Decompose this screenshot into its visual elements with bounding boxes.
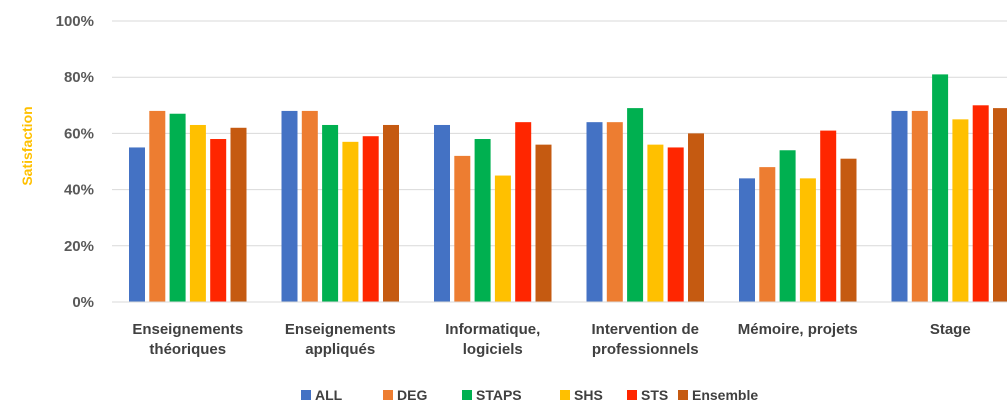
- bar-ensemble-2: [535, 144, 552, 302]
- bar-staps-4: [779, 150, 796, 302]
- bar-sts-3: [667, 147, 684, 302]
- bar-shs-2: [494, 175, 511, 302]
- y-tick-label: 40%: [64, 182, 94, 199]
- bar-deg-4: [759, 167, 776, 302]
- legend-swatch: [678, 390, 688, 400]
- legend-item-deg: DEG: [383, 387, 427, 403]
- bar-sts-5: [972, 105, 989, 302]
- category-label: Mémoire, projets: [738, 321, 858, 338]
- y-tick-label: 80%: [64, 69, 94, 86]
- bar-shs-4: [799, 178, 816, 302]
- bar-shs-3: [647, 144, 664, 302]
- y-tick-label: 60%: [64, 125, 94, 142]
- legend-item-sts: STS: [627, 387, 668, 403]
- bar-shs-5: [952, 119, 969, 302]
- bar-shs-0: [189, 124, 206, 302]
- gridlines: [112, 20, 1007, 247]
- bar-all-4: [739, 178, 755, 302]
- category-label: Enseignements appliqués: [285, 321, 396, 358]
- bar-sts-1: [362, 136, 379, 302]
- bar-all-5: [891, 110, 908, 302]
- legend-item-all: ALL: [301, 387, 343, 403]
- bar-staps-3: [627, 108, 644, 302]
- legend-swatch: [301, 390, 311, 400]
- bar-deg-3: [606, 122, 623, 302]
- bar-staps-1: [322, 124, 339, 302]
- bar-all-1: [281, 110, 298, 302]
- bar-sts-2: [515, 122, 532, 302]
- x-axis-categories: Enseignements théoriques Enseignements appl…: [132, 321, 970, 358]
- bar-deg-1: [301, 110, 318, 302]
- y-tick-label: 20%: [64, 238, 94, 255]
- bar-staps-5: [932, 74, 949, 302]
- legend-label: ALL: [315, 387, 343, 403]
- y-axis-label: Satisfaction: [19, 106, 35, 185]
- legend-swatch: [560, 390, 570, 400]
- legend-label: Ensemble: [692, 387, 758, 403]
- bar-ensemble-0: [230, 127, 247, 302]
- bar-ensemble-1: [383, 124, 399, 302]
- legend-swatch: [383, 390, 393, 400]
- bar-ensemble-3: [688, 133, 704, 302]
- bar-deg-0: [149, 110, 166, 302]
- bar-shs-1: [342, 141, 359, 302]
- legend-label: STAPS: [476, 387, 522, 403]
- bar-ensemble-5: [993, 108, 1007, 302]
- bar-deg-2: [454, 155, 471, 302]
- y-tick-label: 0%: [72, 294, 94, 311]
- legend-label: DEG: [397, 387, 427, 403]
- category-label: Stage: [930, 321, 971, 338]
- bar-deg-5: [911, 110, 928, 302]
- bar-sts-4: [820, 130, 837, 302]
- y-tick-label: 100%: [56, 13, 94, 30]
- category-label: Enseignements théoriques: [132, 321, 243, 358]
- legend-swatch: [462, 390, 472, 400]
- category-label: Informatique, logiciels: [445, 321, 540, 358]
- bar-staps-2: [474, 139, 491, 302]
- bars: [129, 74, 1007, 302]
- bar-all-2: [434, 124, 450, 302]
- legend-label: SHS: [574, 387, 603, 403]
- bar-staps-0: [169, 113, 186, 302]
- legend-item-shs: SHS: [560, 387, 603, 403]
- bar-all-3: [586, 122, 603, 302]
- bar-sts-0: [210, 139, 227, 302]
- legend-item-ensemble: Ensemble: [678, 387, 758, 403]
- bar-ensemble-4: [840, 158, 857, 302]
- legend-item-staps: STAPS: [462, 387, 522, 403]
- legend: ALL DEG STAPS SHS STS Ensemble: [301, 387, 758, 403]
- legend-swatch: [627, 390, 637, 400]
- legend-label: STS: [641, 387, 668, 403]
- y-axis-ticks: 0% 20% 40% 60% 80% 100%: [56, 13, 94, 311]
- category-label: Intervention de professionnels: [591, 321, 699, 358]
- bar-all-0: [129, 147, 145, 302]
